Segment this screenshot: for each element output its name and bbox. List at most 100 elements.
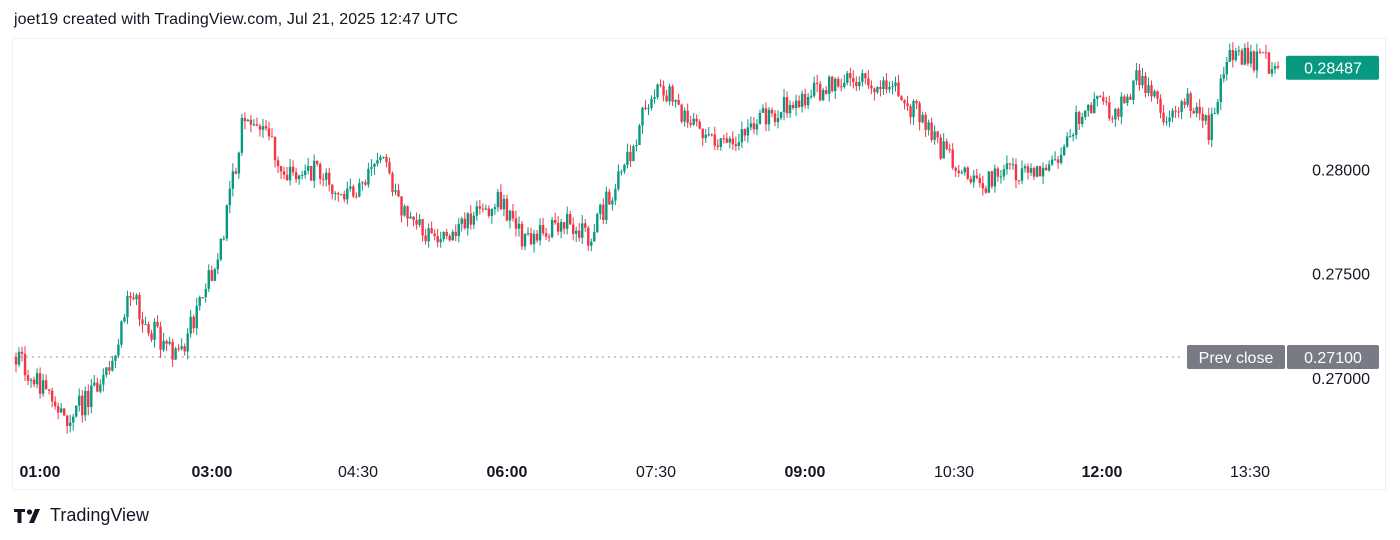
candle-body <box>782 96 786 113</box>
candle-body <box>44 380 48 390</box>
candle-body <box>90 385 93 408</box>
candle-body <box>198 297 201 306</box>
candle-body <box>1186 93 1189 105</box>
candle-body <box>722 138 726 140</box>
candle-body <box>225 205 229 239</box>
candle <box>861 69 864 87</box>
candle-body <box>1102 97 1105 102</box>
candle <box>294 168 298 183</box>
candle-body <box>1123 96 1126 103</box>
candle-body <box>331 184 334 194</box>
candle-body <box>108 367 111 371</box>
candle-body <box>752 123 756 130</box>
candle-body <box>1156 91 1159 99</box>
candle <box>192 314 195 334</box>
candle-body <box>1189 93 1192 111</box>
candle-body <box>1129 96 1132 100</box>
candle-body <box>334 193 337 195</box>
candle-body <box>806 96 810 106</box>
candle-body <box>448 236 451 241</box>
candle <box>234 167 238 175</box>
candle-body <box>204 288 207 298</box>
candle <box>141 312 144 333</box>
candle <box>1192 107 1195 114</box>
x-axis: 01:00 03:00 04:30 06:00 07:30 09:00 10:30 12:00… <box>20 464 1271 481</box>
candle <box>981 175 985 196</box>
candle <box>1144 72 1147 98</box>
candle-body <box>93 382 96 386</box>
candle-body <box>319 163 322 179</box>
candle-body <box>282 171 286 175</box>
candle <box>373 163 376 175</box>
candle-body <box>707 134 710 136</box>
candle <box>1159 94 1162 119</box>
candle <box>1213 107 1216 115</box>
candle <box>665 90 668 103</box>
candle-body <box>382 156 385 158</box>
candle <box>183 343 186 356</box>
candle-body <box>1111 118 1114 120</box>
candle <box>415 212 418 230</box>
candle-body <box>421 219 424 236</box>
candle <box>514 210 518 237</box>
candle <box>876 86 879 95</box>
candle <box>1201 107 1204 129</box>
candle <box>418 214 421 228</box>
candle <box>177 344 180 352</box>
candle <box>972 169 975 188</box>
candle-body <box>668 86 671 102</box>
candle <box>683 107 686 127</box>
candle-body <box>1261 52 1265 54</box>
candle <box>297 174 301 185</box>
candle-body <box>1108 102 1111 119</box>
candle-body <box>1177 111 1180 113</box>
candle-body <box>1068 136 1072 138</box>
candle <box>349 178 352 192</box>
candle <box>855 76 858 92</box>
candle-body <box>162 341 165 350</box>
candle-body <box>126 295 129 318</box>
footer: TradingView <box>14 505 149 526</box>
candle-body <box>192 316 195 329</box>
candle <box>614 183 617 206</box>
candle-body <box>701 128 704 139</box>
candle <box>960 169 963 175</box>
candle-body <box>1207 115 1210 141</box>
candle <box>520 220 524 250</box>
candle-body <box>689 122 692 125</box>
candle-body <box>532 233 536 245</box>
price-chart[interactable]: 0.28000 0.27500 0.27000 01:00 03:00 04:30 06:… <box>0 0 1400 500</box>
candle <box>1056 155 1060 169</box>
candle-body <box>475 206 479 216</box>
candle-body <box>376 160 379 164</box>
candle <box>216 253 219 275</box>
candle-body <box>550 219 554 238</box>
candle-body <box>737 142 741 146</box>
candle-body <box>562 222 566 229</box>
candle-body <box>361 182 364 184</box>
candle-body <box>885 80 888 90</box>
candle <box>367 162 370 188</box>
candle-body <box>978 178 982 184</box>
candle <box>562 222 566 235</box>
candle <box>752 117 756 134</box>
candle-body <box>171 341 174 360</box>
candle <box>460 216 463 232</box>
candle <box>882 76 885 95</box>
candle <box>50 387 54 408</box>
candle <box>123 314 126 323</box>
candle <box>707 127 710 137</box>
candle <box>147 321 150 337</box>
candle-body <box>803 93 807 106</box>
candle <box>508 209 512 229</box>
candle <box>1059 147 1063 165</box>
candle-body <box>587 227 590 246</box>
candle <box>1062 144 1066 157</box>
candle-body <box>189 316 192 334</box>
candle-body <box>794 100 798 109</box>
candle <box>382 156 385 159</box>
candle-body <box>767 109 771 125</box>
candle <box>38 367 42 399</box>
candle <box>84 386 87 421</box>
candle <box>575 226 578 243</box>
